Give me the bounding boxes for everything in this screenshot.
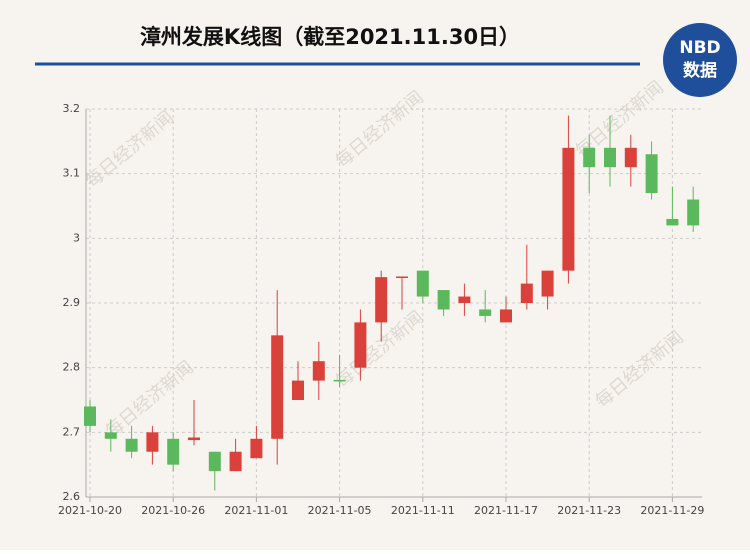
- candle-body: [416, 270, 429, 297]
- candle-body: [500, 309, 512, 323]
- candle-body: [604, 147, 616, 168]
- x-tick-label: 2021-11-11: [391, 504, 455, 517]
- logo: [663, 23, 737, 97]
- candle-body: [687, 199, 700, 226]
- y-tick-label: 2.8: [63, 361, 81, 374]
- candle-body: [208, 451, 221, 472]
- candle-body: [354, 322, 367, 368]
- x-tick-label: 2021-10-26: [141, 504, 205, 517]
- candle-body: [104, 432, 117, 439]
- x-tick-label: 2021-10-20: [58, 504, 122, 517]
- candle-body: [250, 438, 263, 459]
- logo-top: NBD: [679, 38, 720, 58]
- candle-body: [229, 451, 242, 472]
- candle-body: [541, 270, 554, 297]
- x-tick-label: 2021-11-01: [224, 504, 288, 517]
- candle-body: [271, 335, 284, 439]
- x-tick-label: 2021-11-05: [308, 504, 372, 517]
- candle-body: [624, 147, 637, 168]
- y-tick-label: 2.9: [63, 296, 81, 309]
- y-tick-label: 3.2: [63, 102, 81, 115]
- candle-body: [188, 437, 200, 441]
- candle-body: [437, 290, 450, 310]
- chart-title: 漳州发展K线图（截至2021.11.30日）: [140, 25, 520, 49]
- candle-body: [167, 438, 180, 465]
- x-tick-label: 2021-11-29: [640, 504, 704, 517]
- candle-body: [562, 147, 575, 271]
- candle-body: [583, 147, 596, 168]
- y-tick-label: 3.1: [63, 167, 81, 180]
- candle-body: [333, 379, 346, 382]
- x-tick-label: 2021-11-23: [557, 504, 621, 517]
- candle-body: [312, 361, 325, 381]
- candle-body: [479, 309, 492, 316]
- candle-body: [666, 218, 679, 226]
- candle-body: [84, 406, 96, 426]
- y-tick-label: 3: [73, 231, 80, 244]
- candle-body: [125, 438, 138, 452]
- logo-bottom: 数据: [683, 60, 717, 81]
- y-tick-label: 2.7: [63, 425, 81, 438]
- candle-body: [292, 380, 304, 400]
- candle-body: [458, 296, 471, 303]
- x-tick-label: 2021-11-17: [474, 504, 538, 517]
- candle-body: [146, 432, 159, 452]
- y-tick-label: 2.6: [63, 490, 81, 503]
- candle-body: [375, 277, 388, 323]
- candle-body: [396, 276, 408, 278]
- candle-body: [520, 283, 533, 303]
- candle-body: [645, 154, 658, 194]
